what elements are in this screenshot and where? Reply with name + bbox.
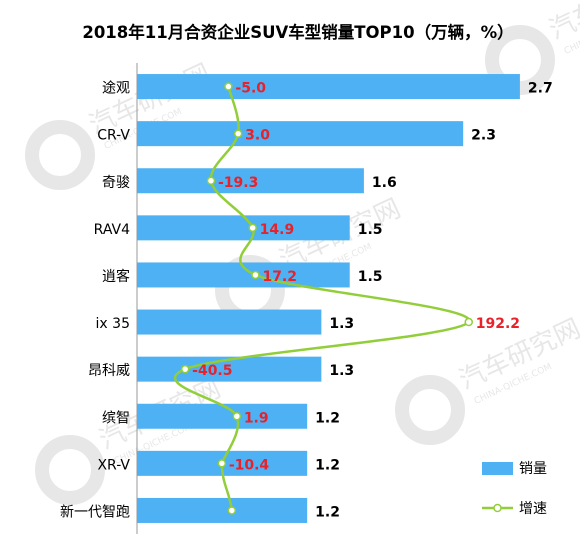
bar-label-1: 2.3: [471, 128, 496, 144]
bar-label-5: 1.3: [329, 316, 354, 332]
category-label-6: 昂科威: [88, 363, 130, 379]
growth-marker-3: [248, 223, 257, 233]
growth-marker-7: [232, 412, 242, 421]
legend: 销量 增速: [482, 461, 547, 517]
category-label-8: XR-V: [97, 457, 130, 473]
legend-swatch-sales: [482, 462, 513, 475]
bar-9: [137, 497, 308, 523]
bar-7: [137, 403, 308, 429]
bar-5: [137, 309, 322, 335]
growth-marker-5: [464, 317, 473, 327]
category-label-9: 新一代智跑: [60, 504, 130, 520]
growth-label-5: 192.2: [476, 316, 520, 332]
growth-label-2: -19.3: [218, 175, 258, 191]
growth-label-8: -10.4: [229, 457, 270, 473]
bar-label-2: 1.6: [372, 175, 397, 191]
bar-label-6: 1.3: [329, 363, 354, 379]
growth-marker-9: [227, 506, 237, 515]
category-label-7: 缤智: [102, 410, 130, 426]
growth-marker-1: [233, 129, 243, 138]
growth-label-6: -40.5: [192, 363, 232, 379]
watermark-text: 汽车研究网: [545, 0, 580, 46]
category-label-5: ix 35: [96, 316, 130, 332]
bar-3: [137, 215, 350, 241]
category-label-2: 奇骏: [102, 174, 130, 191]
bar-label-3: 1.5: [358, 222, 383, 238]
growth-marker-0: [224, 82, 233, 91]
category-label-1: CR-V: [97, 128, 130, 144]
bar-0: [137, 74, 520, 100]
bar-2: [137, 168, 364, 194]
growth-marker-4: [251, 270, 260, 280]
growth-label-4: 17.2: [262, 269, 297, 285]
bar-label-0: 2.7: [528, 81, 553, 97]
category-label-0: 途观: [102, 80, 130, 97]
bar-1: [137, 121, 464, 147]
growth-series: -5.0 3.0 -19.3 14.9 17.2 192.2 -40.5 1.9 -10.4: [174, 81, 520, 515]
category-label-3: RAV4: [94, 222, 130, 238]
legend-swatch-growth-marker: [493, 503, 502, 513]
category-label-4: 逍客: [102, 268, 130, 285]
legend-label-sales: 销量: [519, 461, 547, 477]
chart-title: 2018年11月合资企业SUV车型销量TOP10（万辆，%）: [82, 22, 513, 42]
bar-label-8: 1.2: [315, 457, 340, 473]
growth-label-1: 3.0: [245, 128, 270, 144]
bar-series: 2.7 2.3 1.6 1.5 1.5 1.3 1.3 1.2 1.2 1.2: [137, 74, 553, 523]
growth-marker-2: [206, 176, 216, 185]
legend-label-growth: 增速: [519, 501, 547, 517]
growth-marker-8: [217, 459, 227, 468]
growth-label-3: 14.9: [260, 222, 295, 238]
bar-label-9: 1.2: [315, 504, 340, 520]
bar-label-7: 1.2: [315, 410, 340, 426]
growth-label-0: -5.0: [235, 81, 266, 97]
bar-label-4: 1.5: [358, 269, 383, 285]
growth-marker-6: [180, 364, 190, 374]
growth-label-7: 1.9: [244, 410, 269, 426]
